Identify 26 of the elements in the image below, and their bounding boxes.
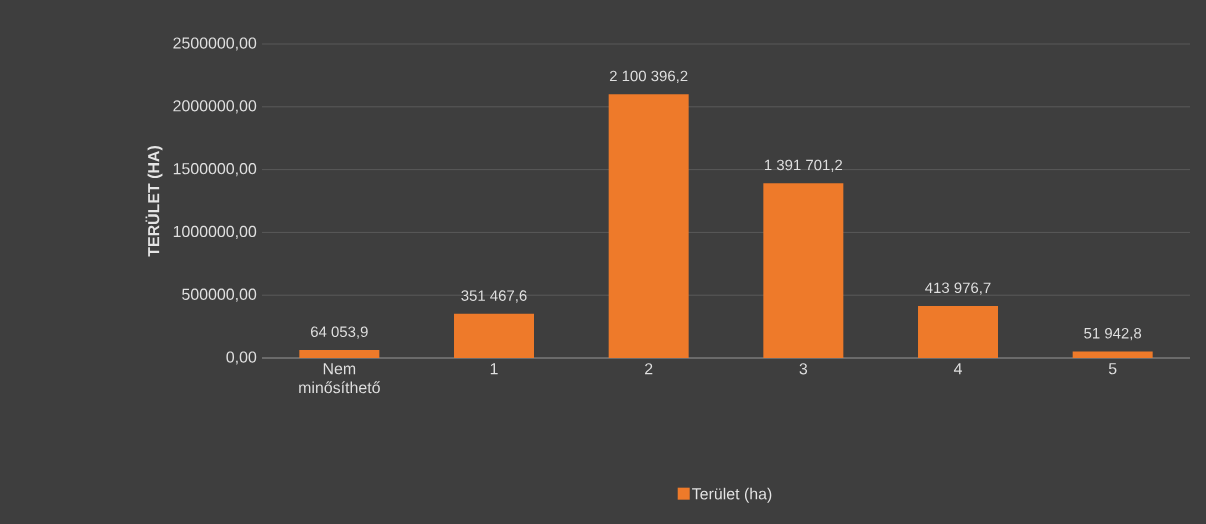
legend-label: Terület (ha) xyxy=(692,487,772,503)
data-label: 51 942,8 xyxy=(1084,327,1142,341)
data-label: 64 053,9 xyxy=(311,326,368,339)
bar xyxy=(454,313,534,358)
x-tick-label: 5 xyxy=(1108,363,1117,375)
x-tick-label: 2 xyxy=(645,363,653,375)
x-tick-label: 1 xyxy=(490,363,498,375)
y-tick-label: 1000000,00 xyxy=(173,225,257,239)
data-label: 2 100 396,2 xyxy=(609,70,688,83)
bar xyxy=(608,94,689,358)
y-tick-label: 2000000,00 xyxy=(173,100,257,114)
y-tick-label: 1500000,00 xyxy=(173,163,257,177)
bar xyxy=(1072,351,1153,358)
data-label: 1 391 701,2 xyxy=(765,159,843,173)
x-tick-label: Nem minősíthető xyxy=(299,363,380,394)
y-axis-title: TERÜLET (HA) xyxy=(145,146,163,257)
y-tick-label: 500000,00 xyxy=(182,288,257,302)
x-tick-label: 3 xyxy=(799,363,808,375)
data-label: 351 467,6 xyxy=(461,290,527,303)
bar xyxy=(918,306,999,358)
y-tick-label: 2500000,00 xyxy=(173,37,257,51)
y-tick-label: 0,00 xyxy=(226,351,257,365)
bar xyxy=(299,349,380,358)
x-tick-label: 4 xyxy=(953,363,962,375)
bar xyxy=(763,183,844,358)
data-label: 413 976,7 xyxy=(925,282,991,295)
